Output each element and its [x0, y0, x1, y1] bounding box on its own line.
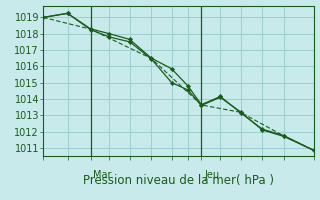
Text: Mar: Mar: [93, 170, 112, 180]
X-axis label: Pression niveau de la mer( hPa ): Pression niveau de la mer( hPa ): [83, 174, 274, 187]
Text: Jeu: Jeu: [204, 170, 219, 180]
